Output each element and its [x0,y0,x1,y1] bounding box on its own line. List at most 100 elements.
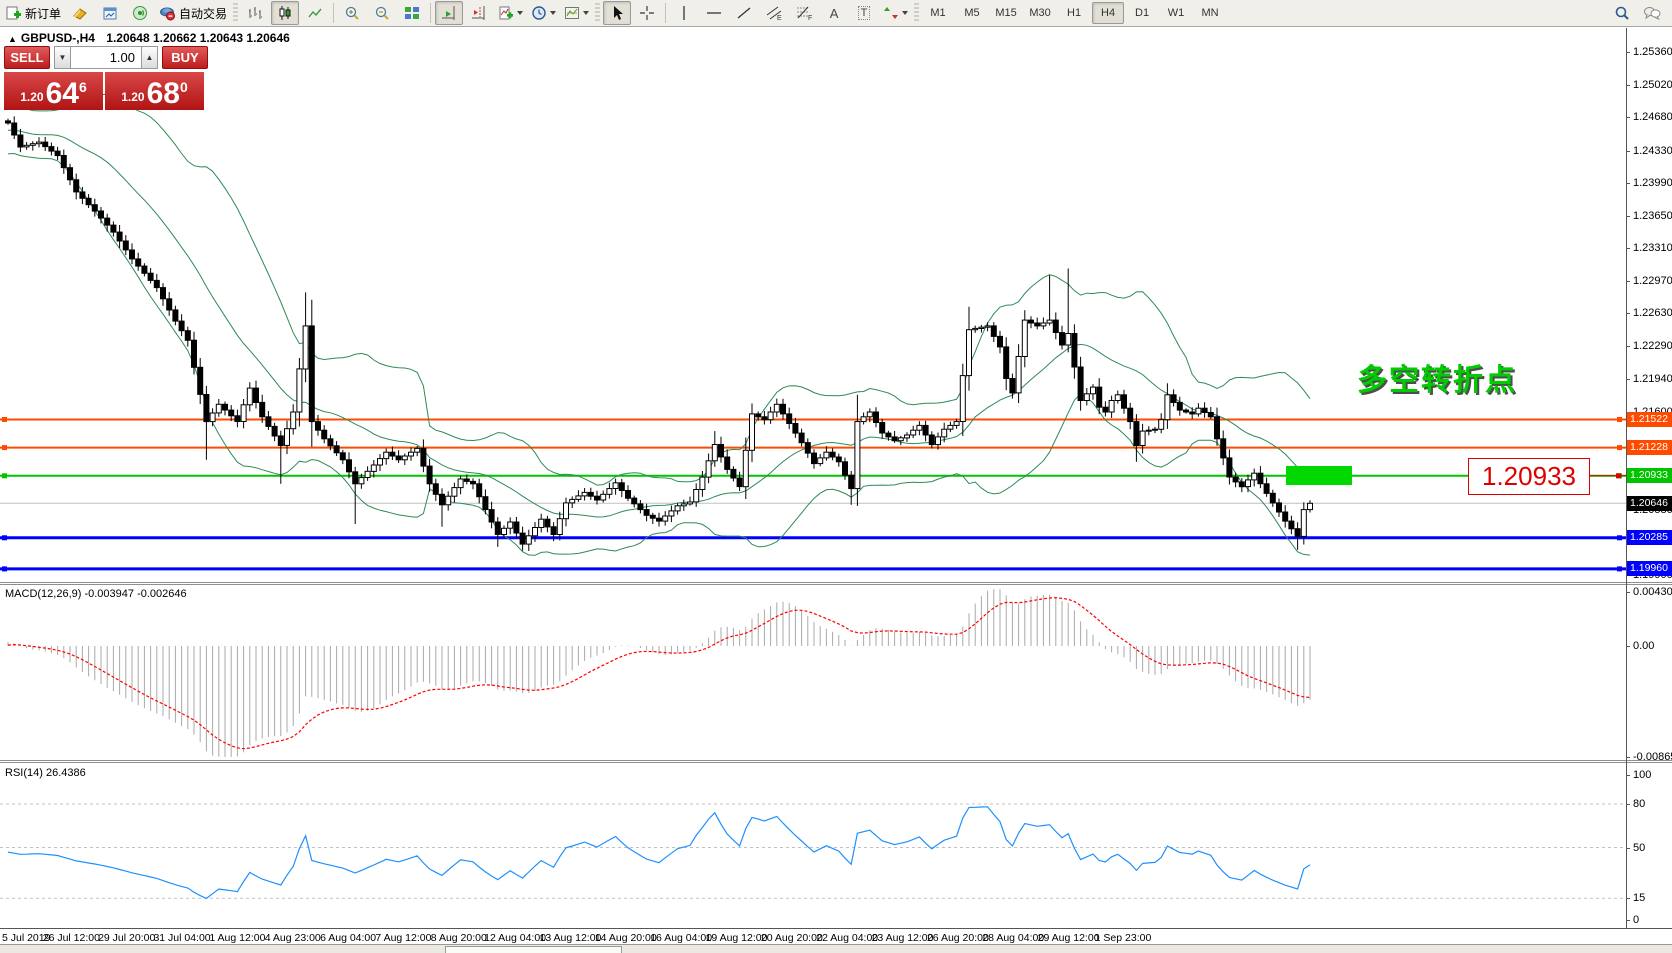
history-center-button[interactable] [66,1,94,25]
macd-panel-canvas[interactable] [0,585,1672,760]
collapse-triangle-icon[interactable]: ▲ [8,34,17,44]
timeframe-m1[interactable]: M1 [930,7,946,19]
tile-windows-button[interactable] [398,1,426,25]
chart-shift-button[interactable] [465,1,493,25]
indicators-button[interactable] [495,1,526,25]
price-annotation-box[interactable]: 1.20933 [1468,457,1590,495]
horizontal-level-line[interactable] [0,445,1626,451]
green-highlight-box[interactable] [1286,466,1352,486]
text-button[interactable]: A [820,1,848,25]
line-chart-button[interactable] [301,1,329,25]
candlestick-series [5,116,1313,551]
axis-tick-mark [1626,757,1630,758]
timeframe-m15[interactable]: M15 [995,7,1017,19]
panel-separator[interactable] [0,760,1672,761]
vertical-line-button[interactable] [670,1,698,25]
price-axis-label: 1.25020 [1633,79,1672,91]
periods-button[interactable] [528,1,559,25]
line-chart-icon [308,8,322,18]
arrows-icon [884,7,899,19]
horizontal-line-button[interactable] [700,1,728,25]
timeframe-h4[interactable]: H4 [1092,2,1125,24]
time-axis-label: 1 Aug 12:00 [209,932,266,944]
price-chart-canvas[interactable] [0,28,1672,582]
axis-tick-mark [1626,85,1630,86]
time-axis-label: 20 Aug 20:00 [760,932,823,944]
one-click-trading-panel: SELL ▼ ▲ BUY 1.20 64 6 1.20 68 0 [4,46,208,110]
new-order-button[interactable]: 新订单 [3,1,64,25]
trendline-button[interactable] [730,1,758,25]
horizontal-level-line[interactable] [0,473,1626,479]
time-axis-label: 13 Aug 12:00 [539,932,602,944]
bar-chart-button[interactable] [241,1,269,25]
timeframe-mn[interactable]: MN [1201,7,1219,19]
new-order-icon [6,6,21,20]
time-axis-label: 26 Aug 20:00 [926,932,989,944]
time-axis-label: 31 Jul 04:00 [153,932,211,944]
level-price-tag: 1.21522 [1627,412,1672,427]
turning-point-annotation[interactable]: 多空转折点 [1357,364,1517,397]
bollinger-bands [7,93,1311,556]
channel-button[interactable]: E [760,1,788,25]
sell-price-box[interactable]: 1.20 64 6 [4,72,103,110]
channel-icon: E [766,6,782,21]
time-axis-label: 5 Jul 2019 [2,932,51,944]
timeframe-m30[interactable]: M30 [1029,7,1051,19]
axis-tick-mark [1626,117,1630,118]
crosshair-button[interactable] [633,1,661,25]
active-chart-tab[interactable] [445,946,622,953]
macd-axis-label: -0.008651 [1633,751,1672,763]
macd-histogram [7,589,1311,757]
text-label-button[interactable]: T [850,1,878,25]
rsi-panel-canvas[interactable] [0,764,1672,928]
arrows-button[interactable] [880,1,911,25]
autoscroll-button[interactable] [435,1,464,25]
signals-button[interactable] [126,1,154,25]
fibonacci-icon: F [796,6,812,21]
price-axis-label: 1.23310 [1633,242,1672,254]
time-axis-label: 29 Aug 12:00 [1037,932,1100,944]
autotrade-icon [160,7,176,21]
timeframe-m5[interactable]: M5 [964,7,980,19]
axis-tick-mark [1626,52,1630,53]
timeframe-bar: M1 M5 M15 M30 H1 H4 D1 W1 MN [921,2,1227,24]
time-axis-label: 1 Sep 23:00 [1094,932,1152,944]
horizontal-level-line[interactable] [0,535,1626,541]
new-chart-button[interactable] [96,1,124,25]
rsi-axis-label: 80 [1633,798,1646,810]
volume-up-button[interactable]: ▲ [141,46,158,69]
sell-button[interactable]: SELL [4,46,51,69]
buy-price-box[interactable]: 1.20 68 0 [105,72,204,110]
time-axis-label: 26 Jul 12:00 [42,932,100,944]
volume-down-button[interactable]: ▼ [54,46,71,69]
time-axis-label: 22 Aug 04:00 [816,932,879,944]
zoom-in-button[interactable] [338,1,366,25]
autoscroll-icon [442,6,455,20]
search-button[interactable] [1608,1,1636,25]
bar-chart-icon [249,7,263,19]
time-axis[interactable]: 5 Jul 2019 26 Jul 12:00 29 Jul 20:00 31 Jul… [0,929,1672,946]
candle-chart-button[interactable] [271,1,300,25]
zoom-out-button[interactable] [368,1,396,25]
buy-button[interactable]: BUY [161,46,208,69]
autotrading-button[interactable]: 自动交易 [156,1,230,25]
panel-separator[interactable] [0,582,1672,583]
timeframe-d1[interactable]: D1 [1135,7,1150,19]
arrows-caret [902,11,909,15]
horizontal-level-line[interactable] [0,566,1626,572]
community-button[interactable] [1638,1,1666,25]
level-price-tag: 1.19960 [1627,561,1672,576]
time-axis-label: 6 Aug 04:00 [320,932,377,944]
axis-tick-mark [1626,775,1630,776]
cursor-button[interactable] [603,1,632,25]
axis-tick-mark [1626,216,1630,217]
volume-input[interactable] [71,46,141,69]
fibonacci-button[interactable]: F [790,1,818,25]
timeframe-w1[interactable]: W1 [1167,7,1185,19]
axis-tick-mark [1626,592,1630,593]
timeframe-h1[interactable]: H1 [1067,7,1082,19]
time-axis-label: 16 Aug 04:00 [650,932,713,944]
templates-button[interactable] [561,1,592,25]
sell-price-main: 64 [45,77,79,110]
